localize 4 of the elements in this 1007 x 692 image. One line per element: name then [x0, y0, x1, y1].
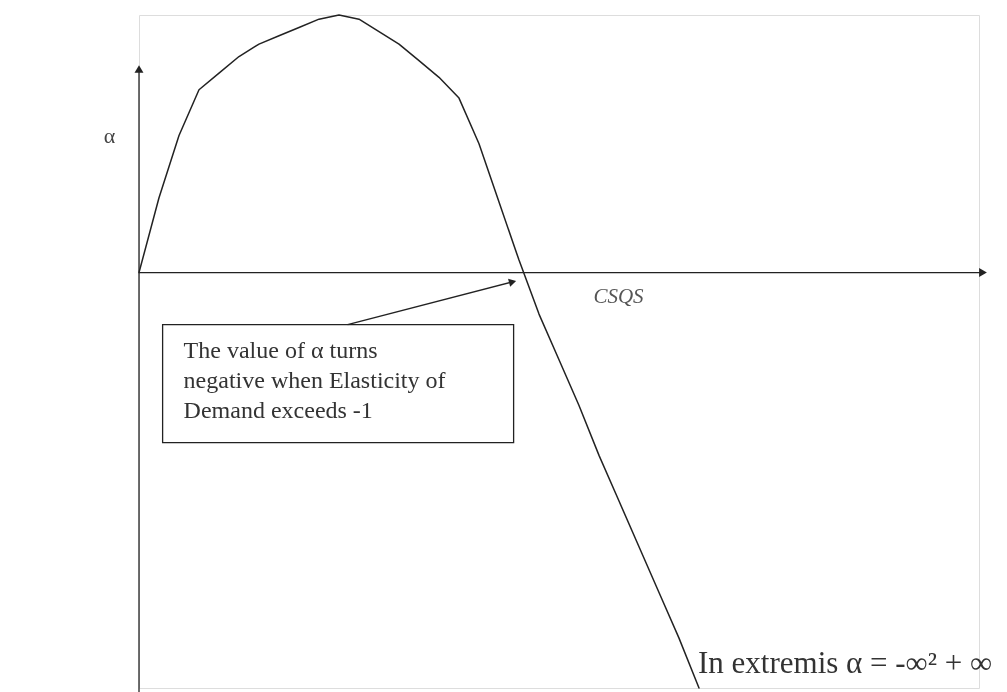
annotation: In extremis α = -∞² + ∞	[698, 645, 993, 680]
x-axis-title: CSQS	[593, 284, 645, 309]
y-axis-title: α	[103, 122, 116, 148]
annotation: The value of α turns negative when Elasticity of Demand exceeds -1	[183, 336, 446, 423]
